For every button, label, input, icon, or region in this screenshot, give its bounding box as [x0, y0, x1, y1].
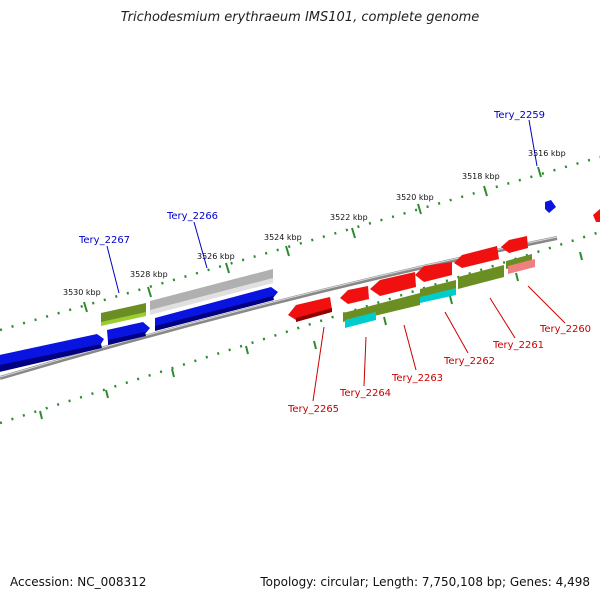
accession-text: Accession: NC_008312 [10, 575, 147, 589]
forward-genes [0, 200, 556, 372]
lower-tick [383, 316, 387, 326]
scale-label: 3522 kbp [330, 213, 368, 222]
scale-label: 3530 kbp [63, 288, 101, 297]
label-leader-line [527, 285, 566, 324]
lower-scale-track [0, 230, 600, 425]
gene-arrow-red[interactable] [415, 262, 452, 282]
gene-arrow-red[interactable] [501, 236, 528, 253]
reverse-genes [288, 209, 600, 328]
lower-tick [39, 410, 43, 420]
scale-label: 3516 kbp [528, 149, 566, 158]
lower-tick [579, 251, 583, 261]
scale-tick [351, 227, 356, 239]
scale-tick [225, 262, 230, 274]
forward-gene-labels: Tery_2259 Tery_2266 Tery_2267 [78, 110, 545, 294]
label-leader-line [363, 336, 367, 387]
gene-block-gray-shade [150, 278, 273, 315]
gene-label-reverse[interactable]: Tery_2262 [443, 356, 495, 367]
scale-tick [83, 301, 88, 313]
gene-label-reverse[interactable]: Tery_2261 [492, 340, 544, 351]
lower-tick [515, 272, 519, 282]
scale-tick [537, 166, 542, 178]
upper-scale-track [0, 155, 600, 332]
gene-block-olive[interactable] [420, 280, 456, 299]
gene-arrow-red[interactable] [370, 272, 416, 296]
label-leader-line [312, 326, 325, 402]
label-leader-line [193, 221, 208, 269]
scale-tick [285, 245, 290, 257]
gene-label-forward[interactable]: Tery_2266 [166, 211, 218, 222]
lower-tick [245, 345, 249, 355]
gene-arrow-shadow [155, 296, 274, 331]
gene-label-reverse[interactable]: Tery_2260 [539, 324, 591, 335]
scale-tick [483, 185, 488, 197]
lower-tick [105, 389, 109, 399]
scale-tick [417, 203, 422, 215]
map-title: Trichodesmium erythraeum IMS101, complet… [120, 10, 480, 25]
lower-tick [313, 340, 317, 350]
gene-arrow-red[interactable] [593, 209, 600, 222]
scale-label: 3528 kbp [130, 270, 168, 279]
gene-block-olive-shade [101, 312, 146, 326]
topology-text: Topology: circular; Length: 7,750,108 bp… [260, 575, 590, 589]
scale-tick [147, 286, 152, 298]
label-leader-line [444, 311, 469, 354]
gene-arrow-red[interactable] [288, 297, 332, 320]
gene-block-olive[interactable] [343, 305, 374, 322]
gene-arrow-red[interactable] [454, 246, 499, 268]
scale-label: 3518 kbp [462, 172, 500, 181]
gene-label-reverse[interactable]: Tery_2264 [339, 388, 391, 399]
upper-tick-dots [0, 155, 600, 332]
label-leader-line [489, 297, 516, 339]
gene-label-reverse[interactable]: Tery_2263 [391, 373, 443, 384]
gene-arrow-shadow [0, 344, 102, 372]
gene-label-reverse[interactable]: Tery_2265 [287, 404, 339, 415]
scale-label: 3526 kbp [197, 252, 235, 261]
gene-block-olive[interactable] [374, 293, 420, 316]
label-leader-line [106, 245, 120, 294]
gene-block-cyan[interactable] [420, 288, 456, 303]
gene-arrow-shadow [108, 332, 146, 345]
gene-arrow-blue-small[interactable] [545, 200, 556, 213]
gene-label-forward[interactable]: Tery_2259 [493, 110, 545, 121]
label-leader-line [528, 119, 538, 167]
label-leader-line [403, 324, 417, 371]
scale-label: 3520 kbp [396, 193, 434, 202]
gene-block-pink[interactable] [508, 259, 535, 274]
gene-block-cyan[interactable] [345, 312, 376, 328]
scale-label: 3524 kbp [264, 233, 302, 242]
lower-tick [171, 368, 175, 378]
gene-arrow-shadow [296, 308, 332, 322]
gene-label-forward[interactable]: Tery_2267 [78, 235, 130, 246]
gene-block-olive[interactable] [458, 265, 504, 289]
gene-arrow-red[interactable] [340, 286, 369, 304]
reverse-gene-labels: Tery_2260 Tery_2261 Tery_2262 Tery_2263 … [287, 285, 591, 415]
lower-tick [449, 295, 453, 305]
scale-labels: 3516 kbp 3518 kbp 3520 kbp 3522 kbp 3524… [63, 149, 566, 297]
gene-arrow-blue[interactable] [107, 322, 150, 342]
